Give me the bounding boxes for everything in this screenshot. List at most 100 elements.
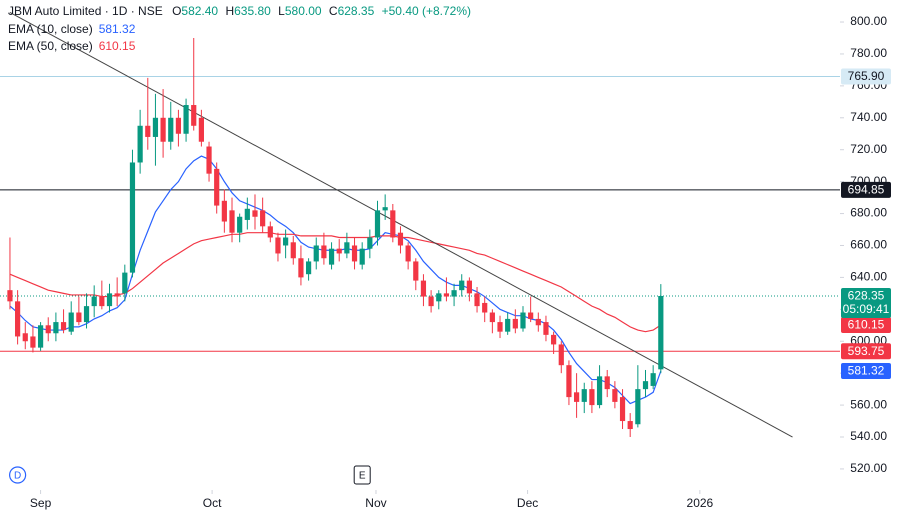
candle-body (612, 389, 618, 402)
candle-body (106, 293, 113, 307)
candle-body (37, 325, 44, 348)
candle-body (260, 210, 266, 227)
y-tick-label: 560.00 (850, 397, 887, 411)
candle-body (129, 162, 136, 273)
candle-body (405, 245, 411, 262)
x-tick-label: 2026 (687, 496, 714, 510)
candle-body (328, 248, 335, 265)
x-tick-label: Sep (30, 496, 52, 510)
high: 635.80 (234, 4, 271, 18)
candle-body (596, 376, 603, 406)
candle-body (443, 293, 450, 297)
candle-body (604, 376, 610, 390)
candle-body (30, 336, 36, 348)
y-tick-label: 640.00 (850, 270, 887, 284)
last-price-tag-label: 628.35 (848, 289, 885, 303)
candle-body (367, 237, 373, 249)
candle-body (68, 312, 74, 332)
y-tick-label: 520.00 (850, 461, 887, 475)
legend-name: EMA (10, close) (8, 22, 93, 36)
candle-body (543, 322, 549, 335)
legend: JBM Auto Limited · 1D · NSE O582.40 H635… (8, 4, 471, 53)
legend-value: 610.15 (99, 39, 136, 53)
level-tag-label: 694.85 (848, 183, 885, 197)
symbol: JBM Auto Limited · 1D · NSE (8, 4, 163, 18)
candle-body (573, 392, 580, 402)
candle-body (175, 117, 182, 134)
candle-body (83, 306, 90, 323)
y-tick-label: 540.00 (850, 429, 887, 443)
y-tick-label: 660.00 (850, 238, 887, 252)
level-tag (841, 68, 891, 85)
y-tick-label: 720.00 (850, 142, 887, 156)
event-badge (9, 466, 27, 484)
ema-tag (841, 363, 891, 380)
candle-body (528, 312, 534, 319)
candle-body (497, 322, 503, 332)
candle-body (619, 397, 626, 422)
candle-body (183, 105, 189, 134)
candle-body (451, 290, 457, 297)
candle-body (658, 295, 664, 370)
close-label: C (329, 4, 338, 18)
candle-body (114, 293, 120, 297)
candle-body (351, 245, 358, 262)
candle-body (558, 344, 564, 366)
candle-body (466, 280, 472, 294)
candle-body (650, 373, 656, 386)
low: 580.00 (285, 4, 322, 18)
candle-body (244, 208, 250, 220)
y-axis: 520.00540.00560.00580.00600.00620.00640.… (30, 14, 887, 510)
legend-entry: EMA (50, close) 610.15 (8, 39, 136, 53)
y-tick-label: 800.00 (850, 14, 887, 28)
candle-body (267, 226, 273, 238)
candle-body (198, 117, 204, 142)
candle-body (505, 318, 511, 332)
y-tick-label: 680.00 (850, 206, 887, 220)
ema-tag-label: 610.15 (848, 318, 885, 332)
candle-body (520, 312, 526, 329)
candle-body (635, 389, 641, 425)
countdown: 05:09:41 (843, 302, 890, 316)
candle-body (206, 146, 212, 174)
candle-body (482, 302, 488, 313)
legend-value: 581.32 (99, 22, 136, 36)
candle-body (99, 296, 105, 307)
event-badge (353, 465, 371, 485)
y-tick-label: 740.00 (850, 110, 887, 124)
candle-body (305, 261, 312, 275)
candle-body (374, 210, 381, 238)
candle-body (321, 245, 327, 259)
x-tick-label: Dec (517, 496, 538, 510)
legend-name: EMA (50, close) (8, 39, 93, 53)
candle-body (91, 296, 97, 307)
candle-body (436, 293, 442, 302)
candle-body (45, 325, 51, 334)
candle-body (60, 322, 67, 331)
x-tick-label: Nov (365, 496, 386, 510)
candle-body (589, 389, 595, 406)
candle-body (474, 293, 480, 307)
header: JBM Auto Limited · 1D · NSE O582.40 H635… (8, 4, 471, 18)
candle-body (390, 210, 396, 238)
event-label: D (14, 471, 21, 482)
close: 628.35 (338, 4, 375, 18)
candle-body (229, 210, 235, 233)
candle-body (627, 421, 633, 430)
candle-body (7, 290, 13, 302)
y-tick-label: 780.00 (850, 46, 887, 60)
change: +50.40 (+8.72%) (382, 4, 471, 18)
candle-body (283, 237, 289, 246)
level-tag-label: 593.75 (848, 344, 885, 358)
ema-tag-label: 581.32 (848, 364, 885, 378)
candle-body (221, 200, 227, 222)
candle-body (275, 237, 281, 254)
candle-body (191, 105, 197, 126)
x-tick-label: Oct (203, 496, 222, 510)
low-label: L (278, 4, 285, 18)
candle-body (512, 318, 518, 329)
candle-body (336, 248, 342, 254)
